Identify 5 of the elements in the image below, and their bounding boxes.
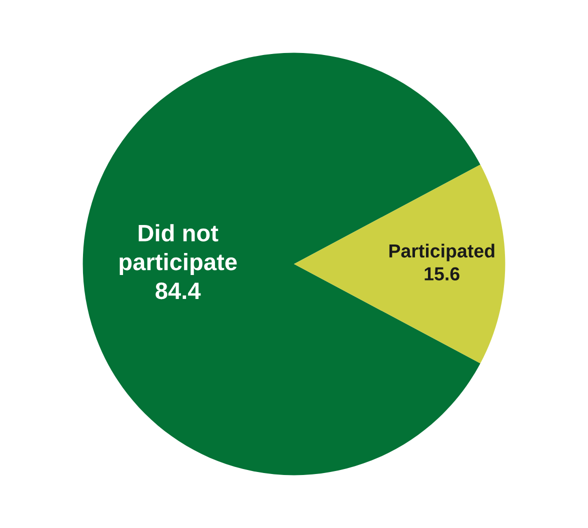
- slice-label: Participated: [389, 244, 494, 262]
- data-label: 15.6: [424, 267, 460, 280]
- slice-label: Did not participate: [120, 224, 237, 276]
- pie-slice: [294, 164, 506, 364]
- data-label: 84.4: [156, 282, 201, 300]
